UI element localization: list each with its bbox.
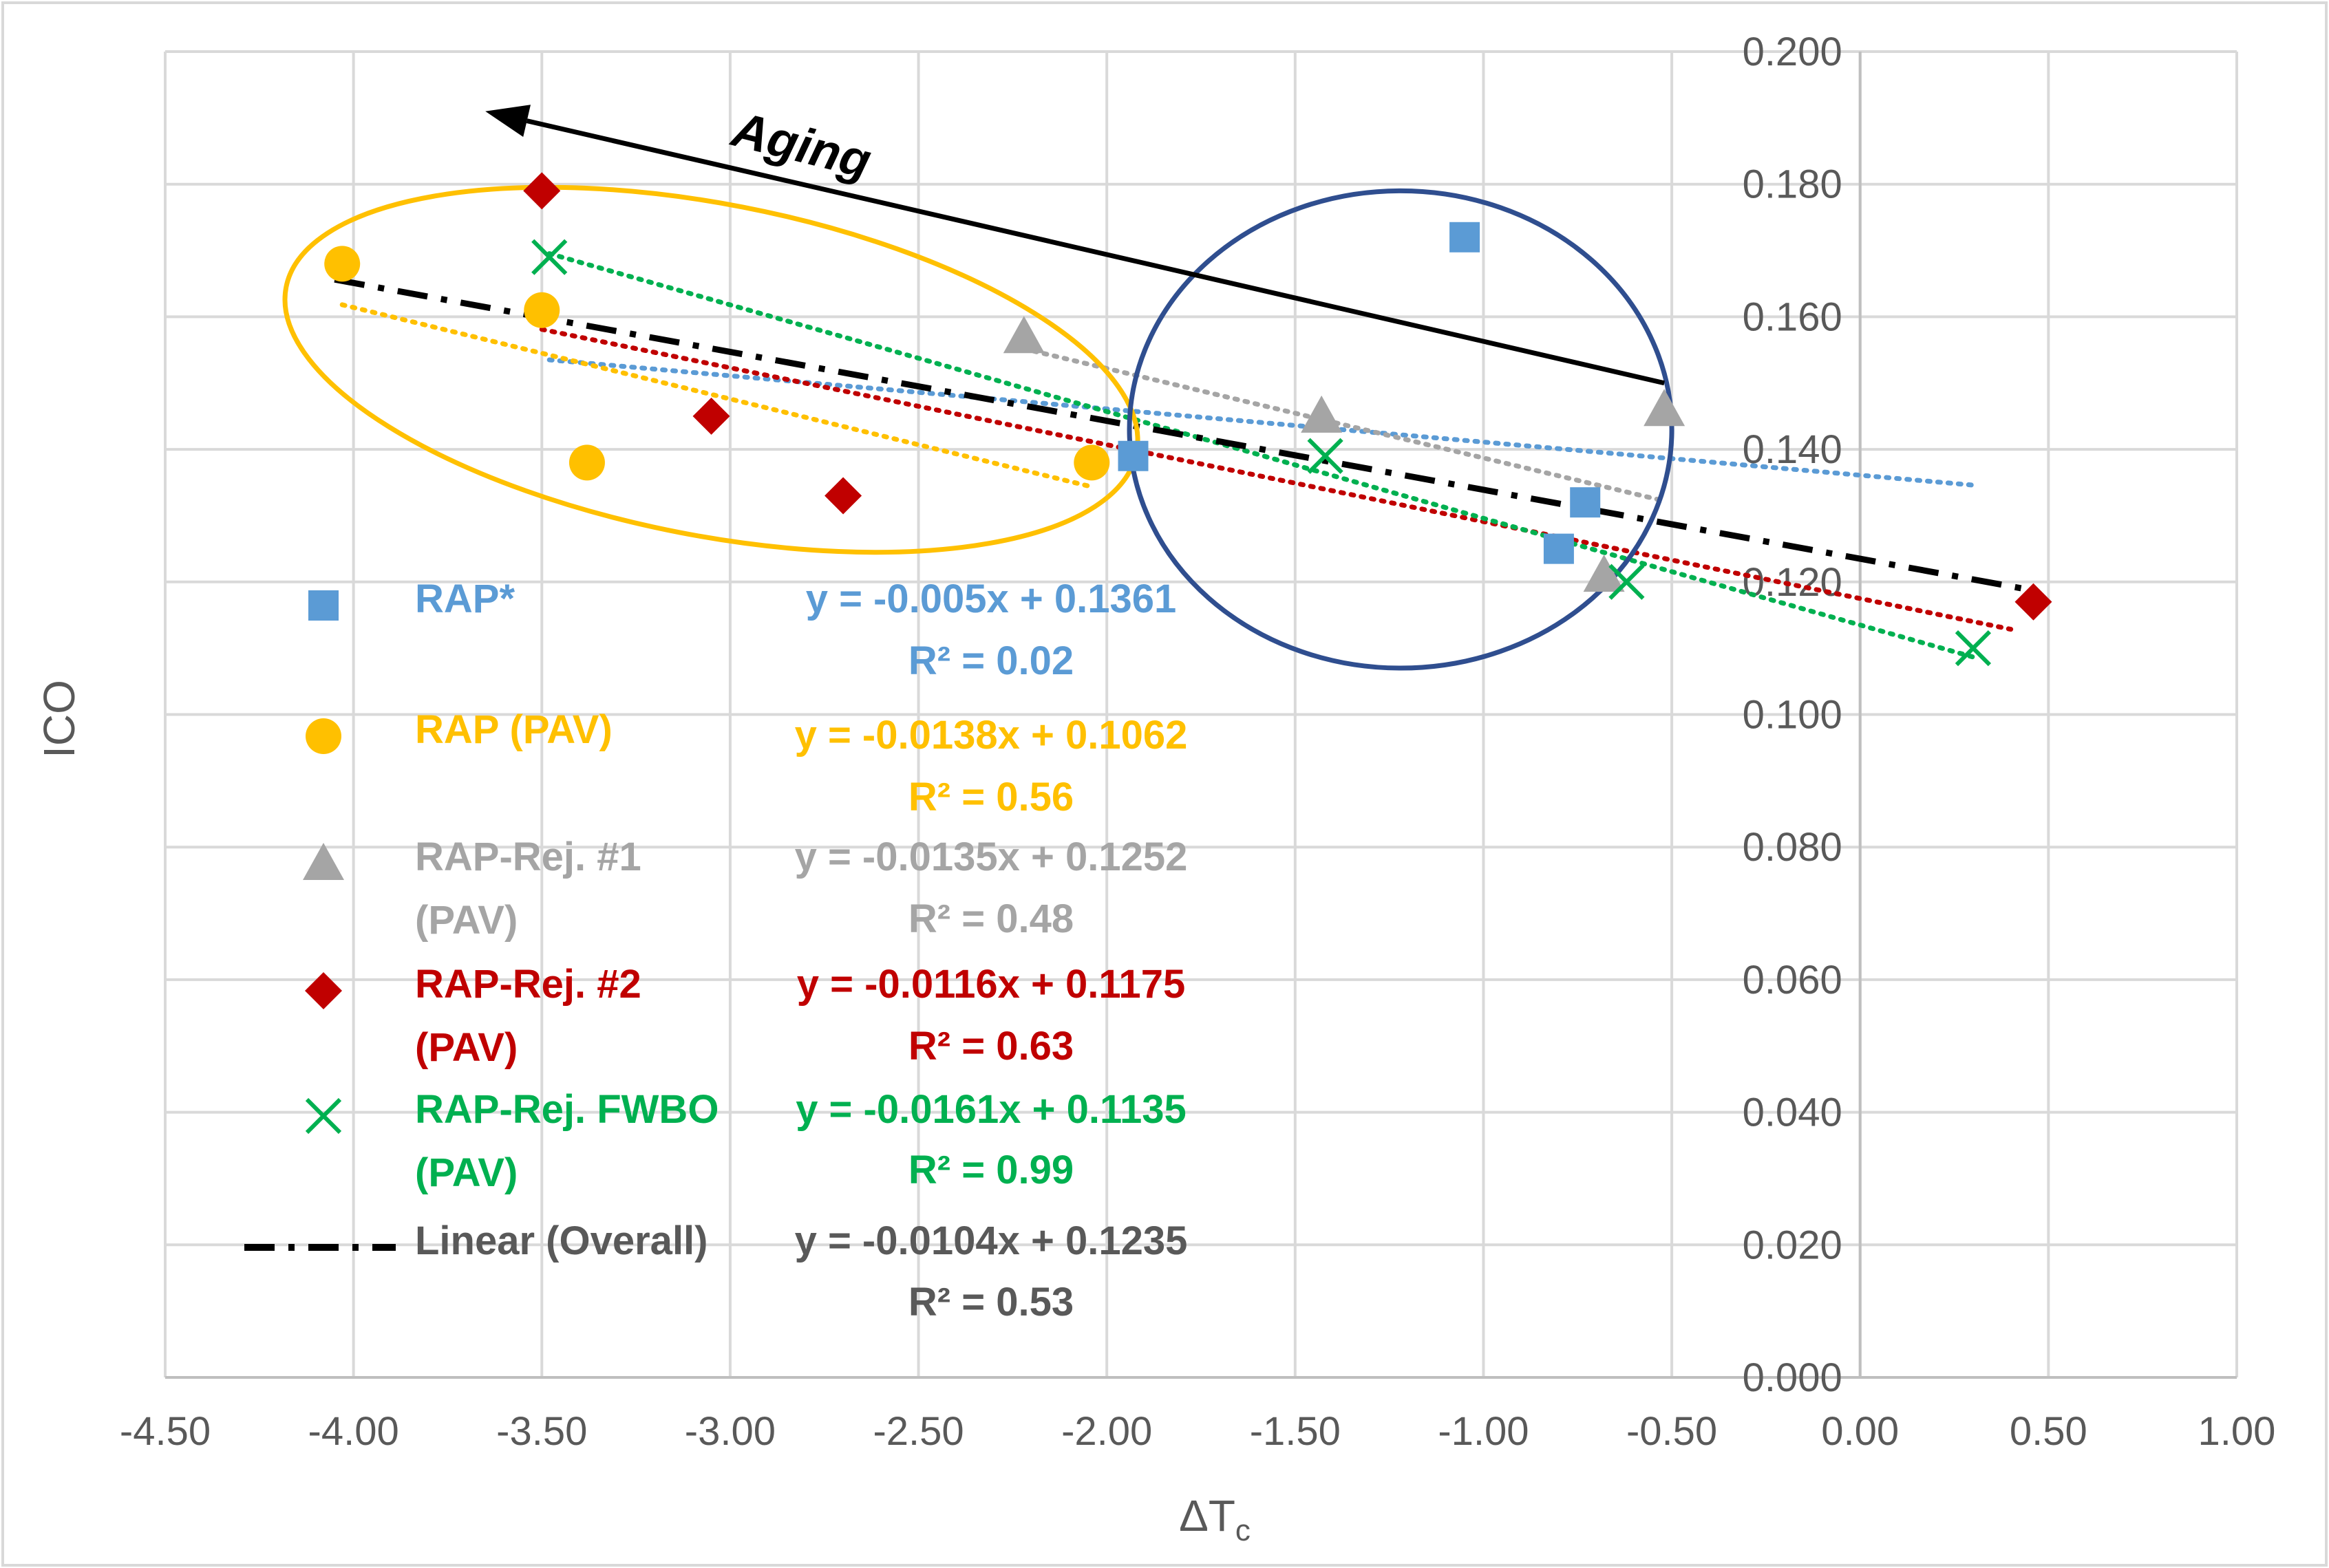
data-point (1301, 395, 1343, 433)
tick-labels: 0.000 0.020 0.040 0.060 0.080 0.100 0.120 0.140… (120, 30, 2276, 1454)
y-tick-label: 0.000 (1743, 1355, 1842, 1400)
data-point (523, 172, 561, 210)
x-tick-label: -2.00 (1061, 1409, 1152, 1454)
x-axis-title-subscript: c (1235, 1514, 1251, 1547)
trend-r2: R² = 0.63 (908, 1024, 1074, 1068)
trend-equation: y = -0.0138x + 0.1062 (795, 713, 1188, 758)
x-tick-label: -4.00 (308, 1409, 399, 1454)
y-tick-label: 0.040 (1743, 1091, 1842, 1135)
legend-label: RAP-Rej. FWBO (415, 1087, 719, 1132)
data-point (1118, 440, 1149, 471)
x-axis-title-main: ΔT (1179, 1491, 1235, 1540)
x-tick-label: -2.50 (873, 1409, 964, 1454)
legend-label: (PAV) (415, 1025, 518, 1070)
y-tick-label: 0.100 (1743, 693, 1842, 738)
data-point (324, 246, 361, 282)
trend-equation: y = -0.0161x + 0.1135 (796, 1087, 1187, 1132)
trendline (1021, 346, 1667, 504)
x-tick-label: -3.00 (685, 1409, 776, 1454)
legend-marker (308, 590, 339, 621)
data-point (1583, 555, 1625, 592)
y-tick-label: 0.060 (1743, 958, 1842, 1002)
aging-arrow-shaft (526, 118, 1665, 386)
trend-equation: y = -0.0104x + 0.1235 (795, 1218, 1188, 1263)
gridlines (164, 50, 2238, 1379)
trendline (339, 302, 1094, 490)
x-tick-label: 0.50 (2010, 1409, 2087, 1454)
data-point (1543, 533, 1574, 564)
y-tick-label: 0.160 (1743, 294, 1842, 339)
data-point (1608, 563, 1645, 600)
data-point (1644, 389, 1685, 427)
legend: RAP* y = -0.005x + 0.1361 R² = 0.02 RAP (PA… (244, 577, 1187, 1324)
data-point (2014, 583, 2052, 621)
trend-r2: R² = 0.56 (908, 775, 1074, 819)
y-tick-label: 0.200 (1743, 30, 1842, 74)
trend-equation: y = -0.0116x + 0.1175 (797, 962, 1185, 1007)
legend-marker (305, 972, 342, 1009)
trendline (546, 251, 1976, 660)
trend-equation: y = -0.005x + 0.1361 (806, 577, 1177, 621)
trend-r2: R² = 0.48 (908, 896, 1074, 941)
legend-label: RAP (PAV) (415, 707, 613, 752)
data-point (1570, 487, 1601, 518)
data-point (1307, 438, 1343, 474)
aged-group-ellipse (1127, 188, 1674, 671)
axes (165, 52, 2237, 1379)
y-tick-label: 0.180 (1743, 162, 1842, 207)
x-tick-label: -1.00 (1438, 1409, 1529, 1454)
data-point (1074, 444, 1110, 481)
data-point (692, 397, 730, 435)
y-tick-label: 0.080 (1743, 825, 1842, 870)
aging-arrow-head (485, 105, 531, 138)
x-tick-label: -3.50 (496, 1409, 587, 1454)
x-tick-label: -0.50 (1626, 1409, 1717, 1454)
legend-label: Linear (Overall) (415, 1218, 708, 1263)
y-tick-label: 0.120 (1743, 560, 1842, 605)
legend-label: (PAV) (415, 1150, 518, 1195)
x-tick-label: -1.50 (1250, 1409, 1341, 1454)
legend-label: RAP-Rej. #1 (415, 835, 641, 879)
data-points (324, 172, 2052, 667)
legend-label: RAP-Rej. #2 (415, 962, 641, 1007)
data-point (524, 292, 560, 328)
trend-r2: R² = 0.53 (908, 1280, 1074, 1324)
legend-label: RAP* (415, 577, 515, 621)
data-point (531, 239, 568, 275)
trend-equation: y = -0.0135x + 0.1252 (795, 835, 1188, 879)
y-axis-title: ICO (34, 680, 84, 758)
data-point (1449, 222, 1480, 253)
legend-marker (303, 843, 344, 880)
legend-label: (PAV) (415, 898, 518, 943)
data-point (825, 477, 862, 515)
x-tick-label: 0.00 (1821, 1409, 1899, 1454)
x-axis-title: ΔTc (1179, 1491, 1251, 1547)
x-tick-label: -4.50 (120, 1409, 211, 1454)
data-point (1003, 316, 1045, 354)
x-tick-label: 1.00 (2198, 1409, 2276, 1454)
legend-marker (305, 1097, 342, 1135)
trendlines (334, 251, 2034, 660)
trend-r2: R² = 0.99 (908, 1148, 1074, 1192)
data-point (568, 444, 605, 481)
trend-r2: R² = 0.02 (908, 638, 1074, 683)
legend-marker (306, 718, 341, 754)
data-point (1955, 630, 1992, 667)
y-tick-label: 0.020 (1743, 1223, 1842, 1267)
y-tick-label: 0.140 (1743, 427, 1842, 472)
trendline (539, 327, 2014, 632)
